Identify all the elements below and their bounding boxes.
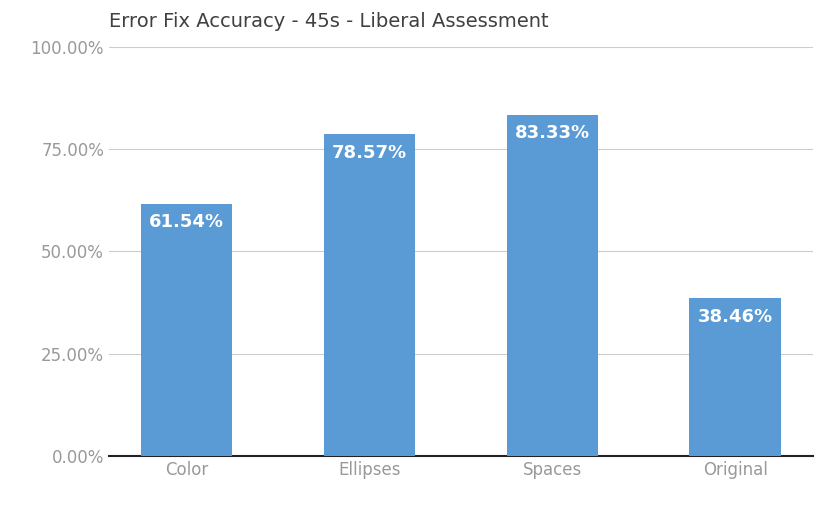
Bar	[507, 115, 598, 456]
Text: 38.46%: 38.46%	[697, 308, 773, 326]
Bar	[323, 134, 415, 456]
Bar	[141, 204, 232, 456]
Bar	[690, 298, 781, 456]
Text: 83.33%: 83.33%	[515, 124, 590, 142]
Text: 78.57%: 78.57%	[332, 143, 407, 162]
Text: 61.54%: 61.54%	[149, 213, 224, 232]
Text: Error Fix Accuracy - 45s - Liberal Assessment: Error Fix Accuracy - 45s - Liberal Asses…	[109, 12, 549, 31]
